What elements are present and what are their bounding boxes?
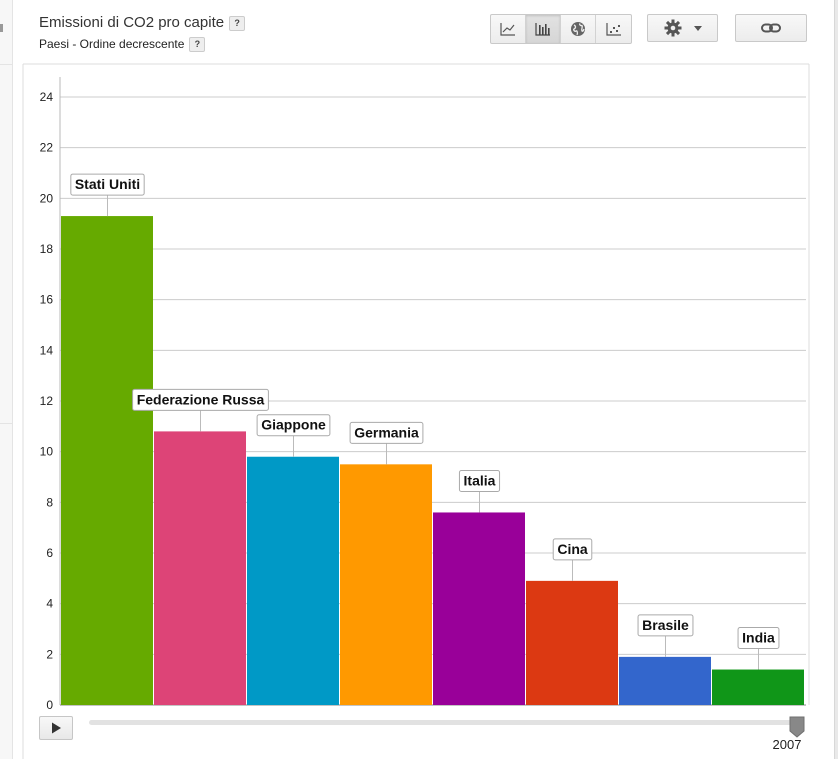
- chart-type-switcher: [490, 14, 632, 44]
- chart-title: Emissioni di CO2 pro capite: [39, 14, 225, 31]
- bar-label-box: [256, 414, 331, 437]
- map-chart-button[interactable]: [561, 15, 596, 43]
- bar: [340, 464, 432, 705]
- chart-subtitle: Paesi - Ordine decrescente: [39, 37, 185, 51]
- bar: [61, 216, 153, 706]
- gutter-divider: [0, 64, 12, 65]
- line-chart-icon: [500, 23, 515, 36]
- bar-label: India: [742, 630, 775, 646]
- y-tick-label: 12: [40, 394, 54, 408]
- play-button[interactable]: [39, 716, 73, 740]
- bar-label-box: [349, 421, 424, 444]
- gear-icon: [664, 19, 681, 37]
- left-gutter: [0, 0, 13, 759]
- y-tick-label: 22: [40, 141, 54, 155]
- bar-label: Italia: [464, 472, 496, 488]
- bar-label: Stati Uniti: [75, 176, 140, 192]
- bar-label-box: [132, 388, 269, 411]
- y-tick-label: 20: [40, 191, 54, 205]
- gutter-divider: [0, 423, 12, 424]
- bar-label: Federazione Russa: [137, 391, 265, 407]
- y-tick-label: 24: [40, 90, 54, 104]
- bar: [712, 669, 804, 705]
- y-tick-label: 8: [46, 495, 53, 509]
- y-tick-label: 4: [46, 597, 53, 611]
- title-help-button[interactable]: ?: [229, 16, 246, 31]
- scatter-chart-button[interactable]: [596, 15, 631, 43]
- bar-chart-button[interactable]: [526, 15, 561, 43]
- bar-label-box: [70, 173, 145, 196]
- bar-label: Cina: [557, 541, 588, 557]
- chart-header: Emissioni di CO2 pro capite?: [39, 14, 246, 32]
- bar: [526, 580, 618, 705]
- bar: [154, 431, 246, 705]
- y-tick-label: 6: [46, 546, 53, 560]
- y-tick-label: 18: [40, 242, 54, 256]
- bar-label: Brasile: [642, 617, 689, 633]
- bar-chart-icon: [535, 23, 550, 36]
- line-chart-button[interactable]: [491, 15, 526, 43]
- globe-icon: [571, 22, 585, 36]
- subtitle-help-button[interactable]: ?: [189, 37, 206, 52]
- bar: [433, 512, 525, 705]
- play-icon: [52, 722, 61, 734]
- y-tick-label: 0: [46, 698, 53, 712]
- y-tick-label: 16: [40, 293, 54, 307]
- bar-label-box: [737, 627, 780, 650]
- y-tick-label: 14: [40, 343, 54, 357]
- timeline-year-label: 2007: [772, 737, 802, 752]
- bar: [619, 656, 711, 705]
- chart-subtitle-row: Paesi - Ordine decrescente?: [39, 37, 206, 52]
- y-tick-label: 2: [46, 647, 53, 661]
- bar-label-box: [552, 538, 593, 561]
- bar-label: Germania: [354, 424, 419, 440]
- right-scroll-edge: [834, 0, 838, 759]
- link-icon: [761, 23, 781, 33]
- bar-label-box: [458, 469, 501, 492]
- scatter-chart-icon: [605, 23, 621, 36]
- bar-label-box: [637, 614, 694, 637]
- link-button[interactable]: [735, 14, 807, 42]
- timeline-handle[interactable]: [789, 716, 805, 738]
- timeline-track[interactable]: [89, 720, 801, 725]
- caret-down-icon: [693, 25, 702, 31]
- y-tick-label: 10: [40, 445, 54, 459]
- settings-button[interactable]: [647, 14, 718, 42]
- bar-label: Giappone: [261, 417, 326, 433]
- bar: [247, 456, 339, 705]
- gutter-marker: [0, 24, 3, 32]
